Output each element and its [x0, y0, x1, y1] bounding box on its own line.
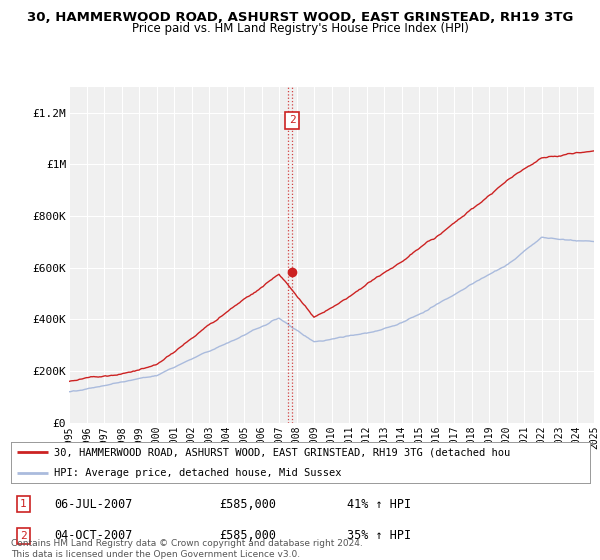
Text: £585,000: £585,000: [219, 529, 276, 542]
Text: 30, HAMMERWOOD ROAD, ASHURST WOOD, EAST GRINSTEAD, RH19 3TG (detached hou: 30, HAMMERWOOD ROAD, ASHURST WOOD, EAST …: [54, 447, 511, 458]
Text: 04-OCT-2007: 04-OCT-2007: [54, 529, 133, 542]
Text: Price paid vs. HM Land Registry's House Price Index (HPI): Price paid vs. HM Land Registry's House …: [131, 22, 469, 35]
Text: 2: 2: [20, 531, 27, 541]
Text: 41% ↑ HPI: 41% ↑ HPI: [347, 498, 411, 511]
Text: 06-JUL-2007: 06-JUL-2007: [54, 498, 133, 511]
Text: HPI: Average price, detached house, Mid Sussex: HPI: Average price, detached house, Mid …: [54, 468, 342, 478]
Text: 30, HAMMERWOOD ROAD, ASHURST WOOD, EAST GRINSTEAD, RH19 3TG: 30, HAMMERWOOD ROAD, ASHURST WOOD, EAST …: [27, 11, 573, 24]
Text: £585,000: £585,000: [219, 498, 276, 511]
Text: 35% ↑ HPI: 35% ↑ HPI: [347, 529, 411, 542]
Text: Contains HM Land Registry data © Crown copyright and database right 2024.
This d: Contains HM Land Registry data © Crown c…: [11, 539, 362, 559]
Text: 2: 2: [289, 115, 296, 125]
Text: 1: 1: [20, 499, 27, 509]
